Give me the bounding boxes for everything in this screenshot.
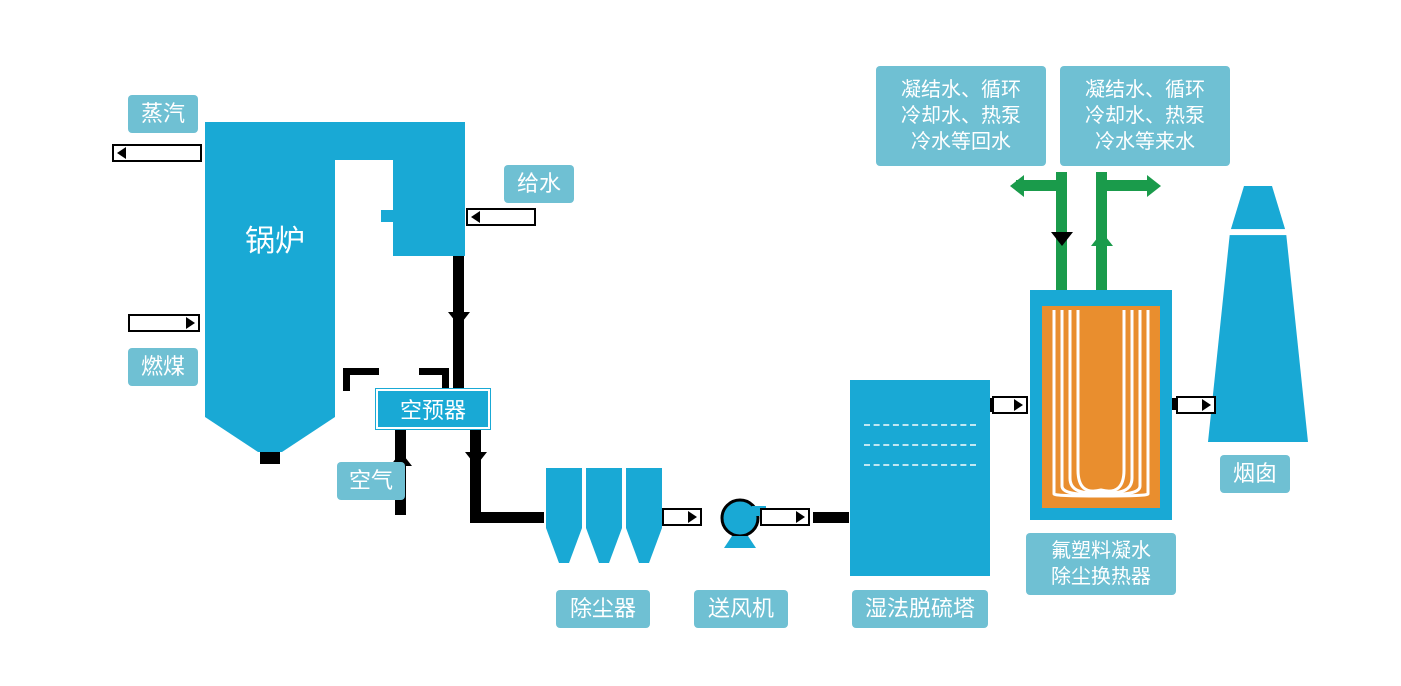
chimney-shape [1208,186,1308,442]
diagram-stage: 锅炉空预器 蒸汽燃煤 给水空气除尘器 送风机 湿法脱硫塔氟塑料凝水 除尘换热器 烟囱 凝结水… [0,0,1401,686]
flow-arrow-1 [760,508,810,526]
flow-dir-icon [1091,232,1113,246]
flow-arrow-3 [1176,396,1216,414]
flow-dir-icon [465,452,487,466]
flow-dir-icon [1051,232,1073,246]
flow-dir-icon [1147,175,1161,197]
water-arrow [466,208,536,226]
dust-collector [544,468,664,578]
fan-label: 送风机 [694,590,788,628]
steam-label: 蒸汽 [128,95,198,133]
pipe [470,429,481,515]
boiler-label: 锅炉 [245,216,305,260]
air-label: 空气 [337,462,405,500]
wet-tower [850,380,990,576]
heat-exchanger-label: 氟塑料凝水 除尘换热器 [1026,533,1176,595]
air-preheater: 空预器 [376,389,490,429]
flow-dir-icon [1010,175,1024,197]
chimney-label: 烟囱 [1220,455,1290,493]
coal-label: 燃煤 [128,348,198,386]
flow-arrow-2 [992,396,1028,414]
incoming-water-note: 凝结水、循环 冷却水、热泵 冷水等来水 [1060,66,1230,166]
water-supply-label: 给水 [504,165,574,203]
wet-tower-label: 湿法脱硫塔 [852,590,988,628]
return-water-note: 凝结水、循环 冷却水、热泵 冷水等回水 [876,66,1046,166]
pipe [1107,180,1151,191]
steam-arrow [112,144,202,162]
pipe [470,512,544,523]
coal-arrow [128,314,200,332]
pipe [813,512,849,523]
dust-collector-label: 除尘器 [556,590,650,628]
flow-arrow-0 [662,508,702,526]
pipe [1096,172,1107,290]
fan-icon [720,498,770,558]
